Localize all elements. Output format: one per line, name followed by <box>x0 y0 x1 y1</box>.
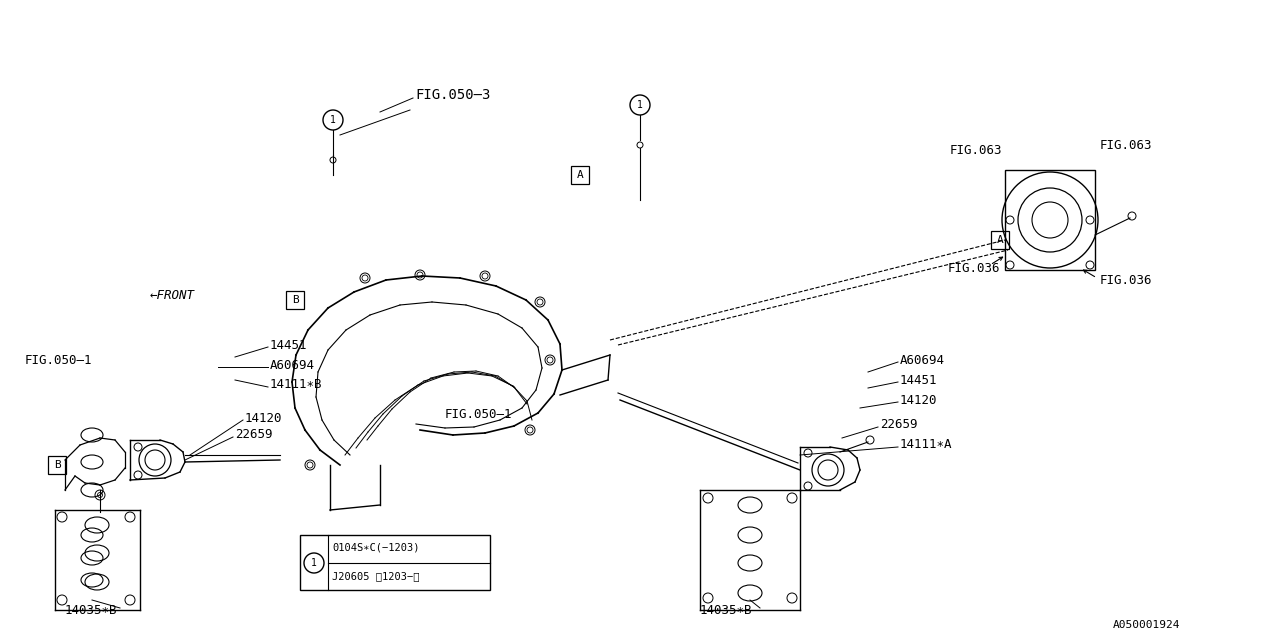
Text: 14120: 14120 <box>900 394 937 406</box>
Circle shape <box>323 110 343 130</box>
Text: A60694: A60694 <box>900 353 945 367</box>
Text: B: B <box>54 460 60 470</box>
Text: A: A <box>997 235 1004 245</box>
Bar <box>1005 170 1094 270</box>
Text: FIG.050–1: FIG.050–1 <box>445 408 512 422</box>
Text: 14111∗B: 14111∗B <box>270 378 323 392</box>
Text: FIG.063: FIG.063 <box>950 143 1002 157</box>
Text: 14111∗A: 14111∗A <box>900 438 952 451</box>
Text: 14035∗B: 14035∗B <box>700 604 753 616</box>
Bar <box>991 231 1009 249</box>
Text: A050001924: A050001924 <box>1112 620 1180 630</box>
Text: J20605 、1203−、: J20605 、1203−、 <box>332 571 420 581</box>
Text: FIG.050–3: FIG.050–3 <box>415 88 490 102</box>
Text: A60694: A60694 <box>270 358 315 371</box>
Text: FIG.036: FIG.036 <box>1100 273 1152 287</box>
Text: 14035∗B: 14035∗B <box>65 604 118 616</box>
Text: FIG.063: FIG.063 <box>1100 138 1152 152</box>
Text: B: B <box>292 295 298 305</box>
Text: ←FRONT: ←FRONT <box>150 289 195 301</box>
Circle shape <box>630 95 650 115</box>
Text: A: A <box>576 170 584 180</box>
Bar <box>300 535 490 590</box>
Text: 0104S∗C(−1203): 0104S∗C(−1203) <box>332 543 420 553</box>
Text: FIG.050–1: FIG.050–1 <box>26 353 92 367</box>
Text: 1: 1 <box>637 100 643 110</box>
Text: 1: 1 <box>311 558 317 568</box>
Circle shape <box>305 553 324 573</box>
Text: 14451: 14451 <box>270 339 307 351</box>
Bar <box>285 291 305 309</box>
Bar <box>49 456 67 474</box>
Text: 22659: 22659 <box>236 429 273 442</box>
Text: 14451: 14451 <box>900 374 937 387</box>
Bar <box>571 166 589 184</box>
Text: FIG.036: FIG.036 <box>948 262 1001 275</box>
Text: 1: 1 <box>330 115 335 125</box>
Text: 22659: 22659 <box>881 419 918 431</box>
Text: 14120: 14120 <box>244 412 283 424</box>
